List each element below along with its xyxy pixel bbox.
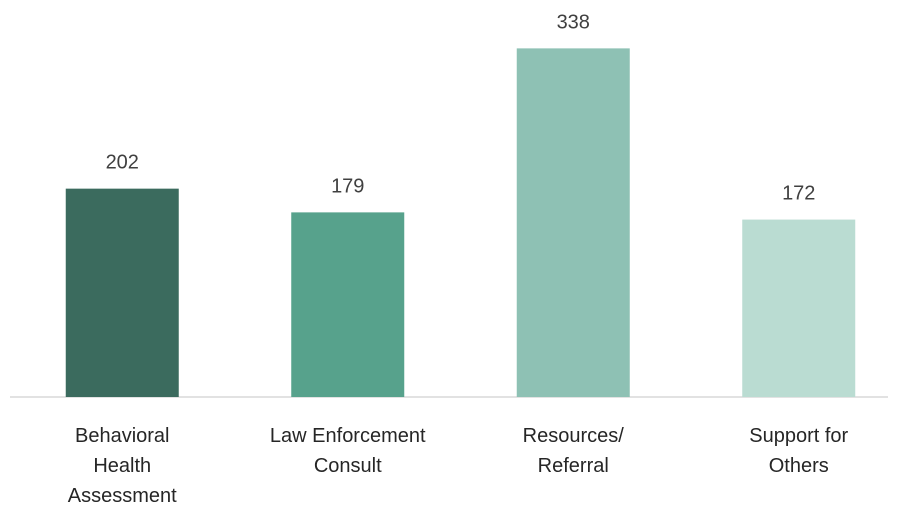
bar xyxy=(65,188,179,397)
bar xyxy=(516,48,630,398)
x-tick-label: Behavioral Health Assessment xyxy=(67,425,177,507)
x-tick-label: Law Enforcement Consult xyxy=(269,425,426,477)
data-label: 179 xyxy=(331,175,364,197)
data-label: 338 xyxy=(557,11,590,33)
x-tick-label: Resources/ Referral xyxy=(522,425,624,477)
x-tick-label: Support for Others xyxy=(749,425,849,477)
bar xyxy=(742,219,856,397)
bar xyxy=(291,212,405,397)
data-label: 202 xyxy=(106,152,139,174)
data-label: 172 xyxy=(782,183,815,205)
